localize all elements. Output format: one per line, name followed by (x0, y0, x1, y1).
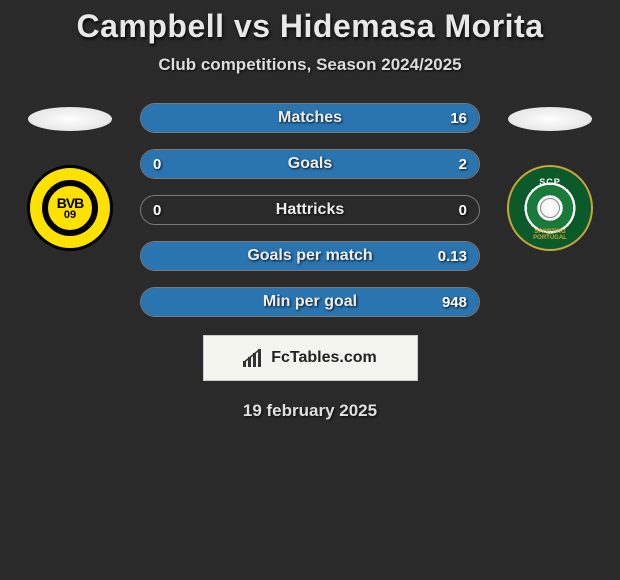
scp-ball-icon (540, 198, 560, 218)
stat-value-right: 16 (450, 110, 467, 127)
stat-label: Hattricks (276, 201, 344, 219)
left-flag-icon (28, 107, 112, 131)
stat-label: Goals per match (247, 247, 372, 265)
bvb-year: 09 (64, 210, 76, 221)
left-player-column: BVB 09 (20, 103, 120, 251)
scp-text: SCP (539, 177, 561, 187)
comparison-card: Campbell vs Hidemasa Morita Club competi… (0, 0, 620, 421)
right-flag-icon (508, 107, 592, 131)
stat-row: Goals per match 0.13 (140, 241, 480, 271)
main-area: BVB 09 Matches 16 0 Goals 2 0 Hattricks 0 Goals … (0, 103, 620, 317)
subtitle: Club competitions, Season 2024/2025 (0, 55, 620, 75)
date-label: 19 february 2025 (0, 401, 620, 421)
stat-row: Min per goal 948 (140, 287, 480, 317)
stat-value-left: 0 (153, 156, 161, 173)
page-title: Campbell vs Hidemasa Morita (0, 8, 620, 45)
stat-value-right: 0.13 (438, 248, 467, 265)
stat-row: 0 Goals 2 (140, 149, 480, 179)
stat-row: 0 Hattricks 0 (140, 195, 480, 225)
stat-value-right: 2 (459, 156, 467, 173)
bvb-badge-inner: BVB 09 (42, 180, 98, 236)
stat-value-right: 0 (459, 202, 467, 219)
scp-bottom-2: PORTUGAL (533, 235, 567, 241)
scp-bottom-text: SPORTING PORTUGAL (533, 229, 567, 241)
stat-label: Goals (288, 155, 332, 173)
right-player-column: SCP SPORTING PORTUGAL (500, 103, 600, 251)
brand-label: FcTables.com (271, 349, 377, 367)
stat-value-right: 948 (442, 294, 467, 311)
stat-label: Min per goal (263, 293, 357, 311)
brand-chart-icon (243, 349, 265, 367)
stat-row: Matches 16 (140, 103, 480, 133)
stats-list: Matches 16 0 Goals 2 0 Hattricks 0 Goals per mat… (140, 103, 480, 317)
stat-value-left: 0 (153, 202, 161, 219)
left-club-badge: BVB 09 (27, 165, 113, 251)
brand-box[interactable]: FcTables.com (203, 335, 418, 381)
bvb-text: BVB (57, 196, 84, 210)
stat-label: Matches (278, 109, 342, 127)
right-club-badge: SCP SPORTING PORTUGAL (507, 165, 593, 251)
